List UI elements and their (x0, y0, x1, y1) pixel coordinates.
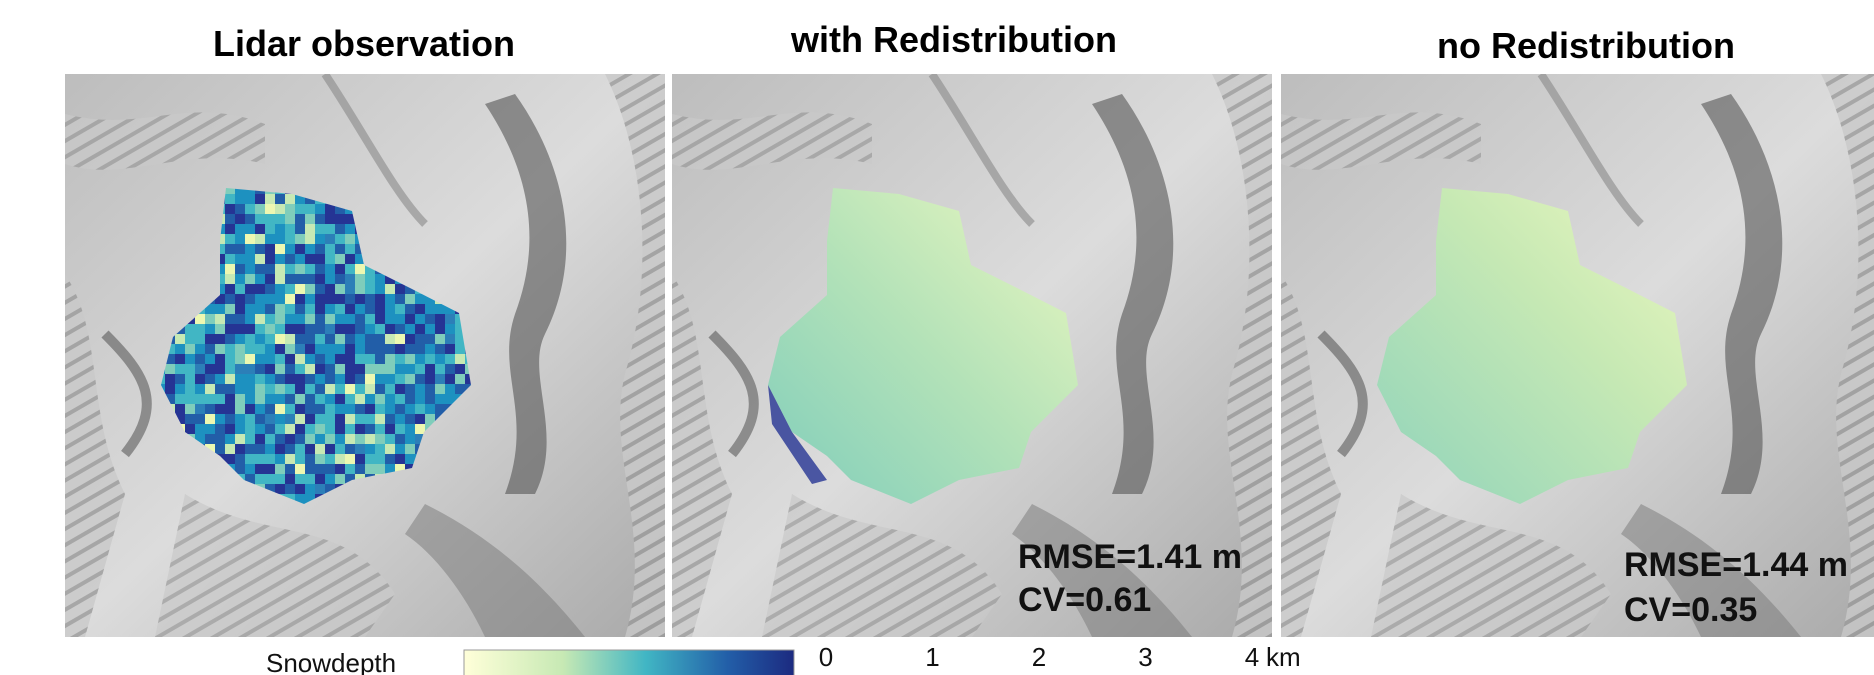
annotation: RMSE=1.41 m (1018, 538, 1242, 576)
annotation: RMSE=1.44 m (1624, 546, 1848, 584)
scale-label: 3 (1138, 642, 1152, 672)
scale-unit: km (1266, 642, 1301, 672)
panel-title: Lidar observation (213, 23, 515, 64)
scale-label: 0 (819, 642, 833, 672)
scale-label: 4 (1245, 642, 1259, 672)
colorbar-label: Snowdepth (266, 648, 396, 675)
panel-title: with Redistribution (790, 19, 1117, 60)
map-panel (65, 74, 665, 637)
panel-title: no Redistribution (1437, 25, 1735, 66)
annotation: CV=0.35 (1624, 591, 1757, 629)
scale-bar: 0 1 2 3 4 km (819, 642, 1301, 672)
annotation: CV=0.61 (1018, 581, 1151, 619)
map-panel (672, 74, 1272, 637)
colorbar (463, 649, 795, 675)
scale-label: 1 (925, 642, 939, 672)
scale-label: 2 (1032, 642, 1046, 672)
